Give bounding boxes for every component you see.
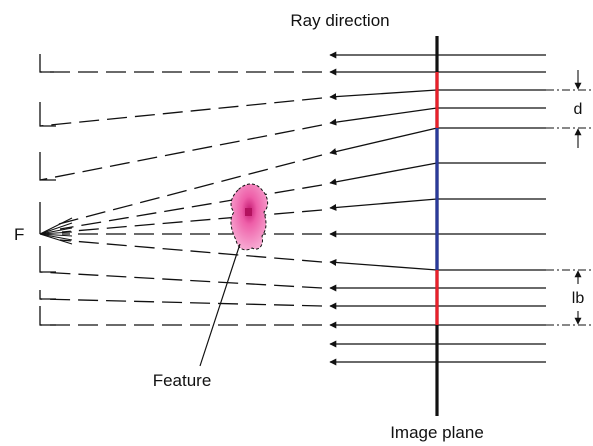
bracket-mark	[39, 54, 54, 73]
left-brackets	[39, 54, 56, 326]
lb-label: lb	[572, 290, 585, 307]
ray-converging	[329, 127, 438, 155]
ray-converging	[329, 198, 438, 211]
dashed-rays	[39, 71, 323, 326]
bracket-mark	[39, 246, 56, 273]
converging-rays	[329, 89, 438, 329]
focal-point-label: F	[14, 225, 24, 244]
bracket-mark	[39, 306, 56, 326]
ray-direction-label: Ray direction	[290, 11, 389, 30]
ray-dashed	[61, 209, 323, 233]
feature-shape	[230, 183, 269, 251]
focal-point-rays	[39, 217, 73, 245]
ray-dashed	[39, 271, 323, 289]
ray-converging	[329, 107, 438, 126]
bracket-mark	[39, 152, 56, 181]
ray-dashed	[39, 97, 323, 127]
bracket-mark	[39, 290, 56, 300]
ray-dashed	[39, 124, 323, 181]
feature-core	[245, 208, 252, 216]
feature-blob	[230, 183, 269, 251]
lb-dimension	[546, 269, 593, 326]
image-plane-label: Image plane	[390, 423, 484, 442]
ray-dashed	[39, 298, 323, 307]
feature-label: Feature	[153, 371, 212, 390]
bracket-mark	[39, 102, 56, 127]
d-dimension	[546, 70, 593, 148]
ray-converging	[329, 162, 438, 186]
d-label: d	[574, 101, 583, 118]
ray-converging	[329, 258, 438, 271]
ray-converging	[329, 89, 438, 101]
feature-pointer	[199, 243, 241, 367]
ray-dashed	[59, 239, 323, 263]
ray-dashed	[54, 154, 323, 226]
ray-dashed	[59, 184, 323, 230]
